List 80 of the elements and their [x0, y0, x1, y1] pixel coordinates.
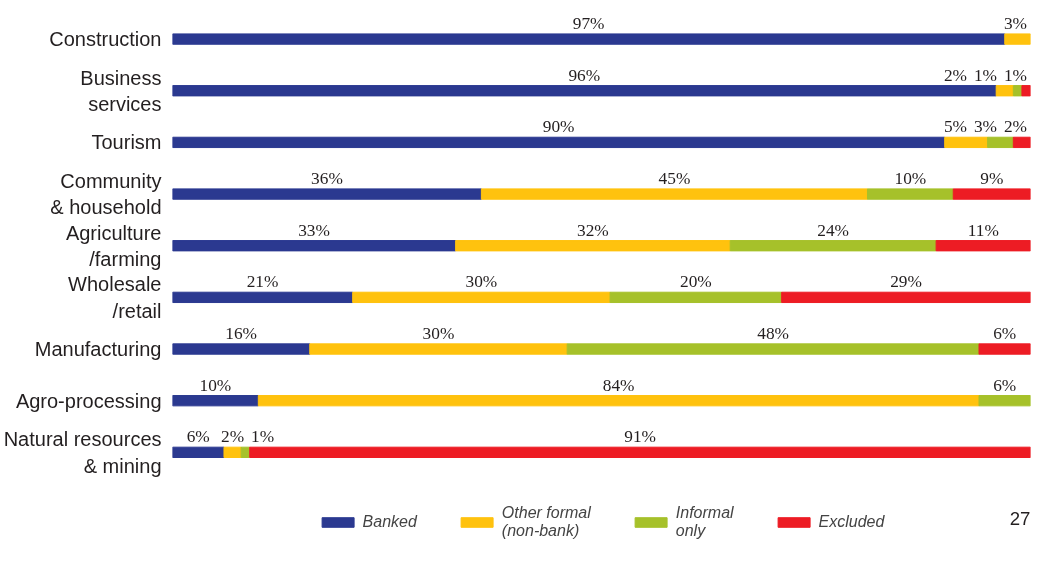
- bar: [935, 240, 1031, 252]
- legend-label: Banked: [362, 513, 417, 531]
- data-label: 3%: [973, 117, 998, 137]
- legend-label: Excluded: [818, 513, 885, 531]
- data-label: 84%: [602, 375, 635, 395]
- data-label: 6%: [993, 324, 1017, 344]
- bar: [1012, 136, 1031, 149]
- data-label: 30%: [422, 324, 455, 344]
- bar: [172, 33, 1006, 45]
- data-label: 5%: [943, 117, 967, 137]
- bar: [309, 343, 568, 355]
- bar: [987, 136, 1014, 149]
- data-label: 96%: [568, 65, 601, 85]
- bar: [866, 188, 954, 200]
- y-tick-label: Natural resources & mining: [3, 428, 162, 477]
- bar: [249, 446, 1031, 459]
- data-label: 20%: [680, 272, 712, 292]
- bar: [1012, 85, 1023, 97]
- legend-label: Informal only: [675, 504, 734, 540]
- bar: [995, 85, 1014, 97]
- y-tick-label: Business services: [80, 66, 162, 115]
- y-tick-label: Agriculture /farming: [65, 221, 162, 270]
- bar: [952, 188, 1031, 200]
- data-label: 24%: [817, 220, 850, 240]
- data-label: 21%: [246, 272, 279, 292]
- data-label: 48%: [757, 324, 789, 344]
- bar: [240, 446, 251, 459]
- data-label: 97%: [572, 14, 605, 34]
- bar: [172, 85, 997, 97]
- bar: [172, 188, 482, 200]
- data-label: 9%: [980, 169, 1004, 189]
- bar: [172, 240, 457, 252]
- bar: [223, 446, 242, 459]
- data-label: 36%: [311, 169, 343, 189]
- data-label: 2%: [943, 65, 967, 85]
- bar: [1021, 85, 1031, 97]
- data-label: 10%: [199, 375, 232, 395]
- data-label: 1%: [1003, 65, 1028, 85]
- data-label: 1%: [973, 65, 998, 85]
- bar: [172, 136, 946, 149]
- data-label: 1%: [251, 427, 275, 447]
- data-label: 91%: [624, 427, 656, 447]
- data-label: 33%: [298, 220, 330, 240]
- data-label: 30%: [465, 272, 498, 292]
- data-label: 2%: [221, 427, 245, 447]
- bar: [352, 291, 611, 304]
- data-label: 6%: [186, 427, 210, 447]
- y-tick-label: Tourism: [91, 131, 162, 154]
- bar: [978, 395, 1031, 407]
- bar: [172, 395, 259, 407]
- bar: [566, 343, 980, 355]
- y-tick-label: Wholesale /retail: [68, 273, 162, 322]
- bar: [455, 240, 731, 252]
- data-label: 16%: [225, 324, 258, 344]
- y-tick-label: Construction: [49, 28, 162, 51]
- legend-label: Other formal (non-bank): [501, 504, 591, 540]
- data-label: 32%: [577, 220, 609, 240]
- data-label: 3%: [1003, 14, 1028, 34]
- data-label: 6%: [993, 375, 1017, 395]
- bar: [944, 136, 989, 149]
- data-label: 2%: [1003, 117, 1028, 137]
- bar: [781, 291, 1031, 304]
- y-tick-label: Manufacturing: [34, 338, 162, 361]
- text: 27: [1009, 507, 1031, 529]
- bar: [480, 188, 868, 200]
- bar: [1004, 33, 1031, 45]
- data-label: 29%: [890, 272, 922, 292]
- y-tick-label: Agro-processing: [15, 389, 162, 412]
- bar: [172, 446, 225, 459]
- bar: [172, 343, 311, 355]
- data-label: 11%: [967, 220, 999, 240]
- bar: [172, 291, 354, 304]
- bar: [609, 291, 783, 304]
- bar: [978, 343, 1031, 355]
- y-tick-label: Community & household: [50, 169, 162, 219]
- data-label: 90%: [542, 117, 575, 137]
- bar: [729, 240, 937, 252]
- data-label: 45%: [658, 169, 691, 189]
- data-label: 10%: [894, 169, 927, 189]
- bar: [257, 395, 980, 407]
